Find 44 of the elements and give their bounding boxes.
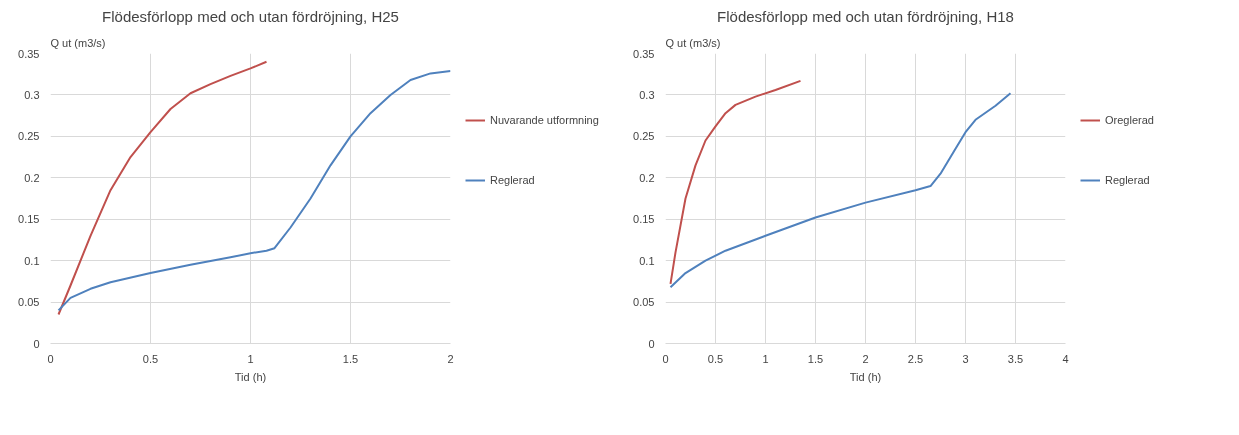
line-series xyxy=(57,69,451,312)
x-tick-label: 0 xyxy=(47,352,54,365)
y-tick-label: 0.05 xyxy=(18,296,40,309)
y-tick-label: 0.35 xyxy=(633,47,655,60)
y-tick-label: 0 xyxy=(648,337,655,350)
legend-label: Reglerad xyxy=(490,173,535,186)
x-tick-label: 3.5 xyxy=(1007,352,1024,365)
y-tick-label: 0.25 xyxy=(18,130,40,143)
x-tick-label: 4 xyxy=(1062,352,1069,365)
chart-title: Flödesförlopp med och utan fördröjning, H25 xyxy=(102,7,399,25)
line-series xyxy=(669,79,802,285)
x-tick-label: 3 xyxy=(962,352,969,365)
x-tick-label: 2 xyxy=(862,352,869,365)
legend-label: Reglerad xyxy=(1105,173,1150,186)
x-tick-label: 1 xyxy=(762,352,769,365)
x-tick-label: 2.5 xyxy=(907,352,924,365)
x-axis-title: Tid (h) xyxy=(849,370,882,383)
y-tick-label: 0.3 xyxy=(639,88,655,101)
y-tick-label: 0.15 xyxy=(18,213,40,226)
y-tick-label: 0.2 xyxy=(24,171,40,184)
y-tick-label: 0.1 xyxy=(24,254,40,267)
x-tick-label: 0.5 xyxy=(707,352,724,365)
y-tick-label: 0.05 xyxy=(633,296,655,309)
legend-label: Oreglerad xyxy=(1105,113,1154,126)
y-tick-label: 0 xyxy=(33,337,40,350)
y-tick-label: 0.1 xyxy=(639,254,655,267)
x-tick-label: 1.5 xyxy=(807,352,824,365)
x-tick-label: 1 xyxy=(247,352,254,365)
legend-label: Nuvarande utformning xyxy=(490,113,599,126)
chart-title: Flödesförlopp med och utan fördröjning, H18 xyxy=(717,7,1014,25)
y-tick-label: 0.25 xyxy=(633,130,655,143)
y-axis-title: Q ut (m3/s) xyxy=(665,36,721,49)
y-axis-title: Q ut (m3/s) xyxy=(50,36,106,49)
y-tick-label: 0.15 xyxy=(633,213,655,226)
y-tick-label: 0.3 xyxy=(24,88,40,101)
y-tick-label: 0.2 xyxy=(639,171,655,184)
x-axis-title: Tid (h) xyxy=(234,370,267,383)
line-series xyxy=(669,92,1012,289)
x-tick-label: 0 xyxy=(662,352,669,365)
x-tick-label: 0.5 xyxy=(142,352,159,365)
y-tick-label: 0.35 xyxy=(18,47,40,60)
x-tick-label: 2 xyxy=(447,352,454,365)
x-tick-label: 1.5 xyxy=(342,352,359,365)
line-series xyxy=(57,60,268,316)
